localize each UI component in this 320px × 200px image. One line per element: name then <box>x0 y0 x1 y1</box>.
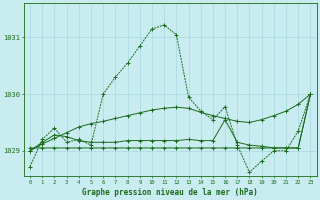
X-axis label: Graphe pression niveau de la mer (hPa): Graphe pression niveau de la mer (hPa) <box>82 188 258 197</box>
